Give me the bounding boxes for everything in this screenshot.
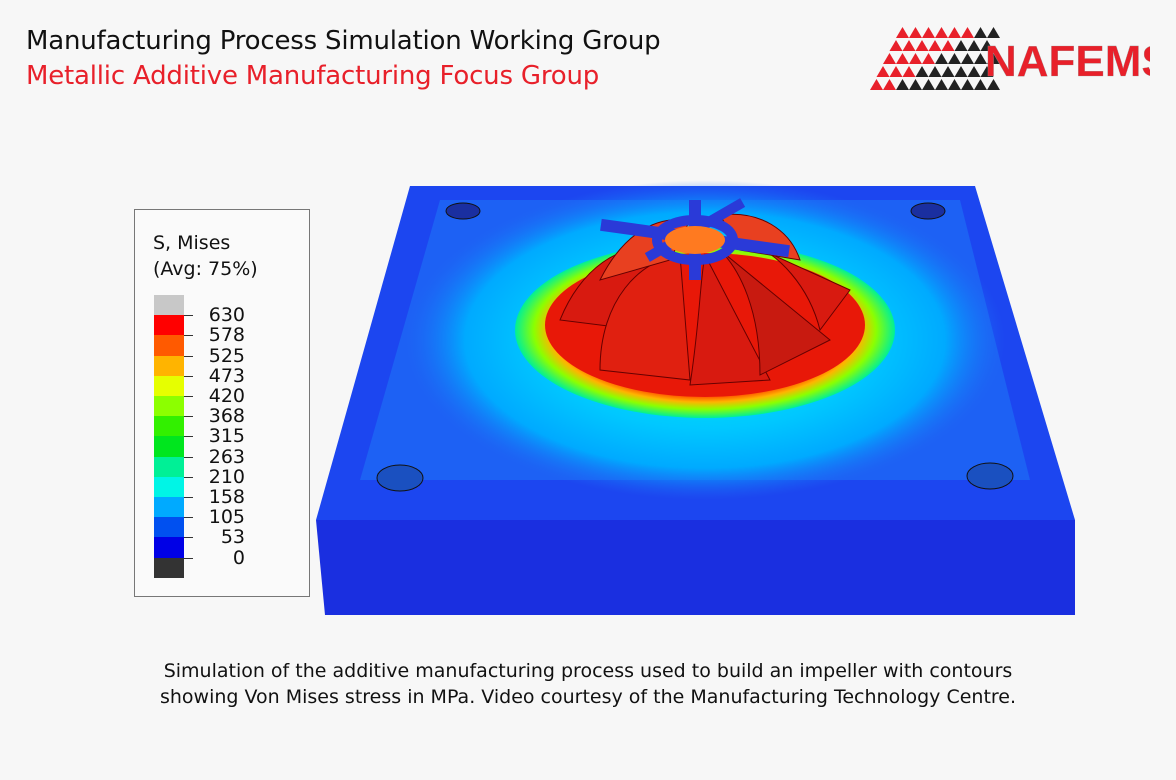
legend-subtitle: (Avg: 75%) xyxy=(153,258,258,280)
legend-tick xyxy=(184,416,193,418)
legend-color-band xyxy=(154,355,184,376)
legend-color-band xyxy=(154,335,184,356)
legend-color-band xyxy=(154,476,184,497)
legend-tick xyxy=(184,355,193,357)
stress-legend: S, Mises (Avg: 75%) 630 578 525 473 420 368 31… xyxy=(134,209,310,597)
legend-tick xyxy=(184,375,193,377)
legend-color-band xyxy=(154,375,184,396)
legend-label: 158 xyxy=(208,486,245,508)
legend-label: 0 xyxy=(232,546,245,569)
hole xyxy=(910,202,946,220)
legend-label: 578 xyxy=(208,324,245,347)
plate-front-face xyxy=(316,520,1075,615)
legend-label: 420 xyxy=(208,385,245,407)
legend-label: 473 xyxy=(208,364,245,387)
hole xyxy=(376,464,424,492)
legend-label: 630 xyxy=(208,304,245,327)
legend-color-band xyxy=(154,396,184,417)
legend-color-band xyxy=(154,497,184,518)
legend-label: 368 xyxy=(208,405,245,428)
legend-color-band xyxy=(154,456,184,477)
legend-color-band xyxy=(154,315,184,336)
legend-tick xyxy=(184,315,193,317)
legend-tick xyxy=(184,497,193,498)
legend-tick xyxy=(184,456,193,458)
legend-color-band xyxy=(154,416,184,437)
hole xyxy=(966,462,1014,490)
legend-color-band xyxy=(154,557,184,578)
legend-tick xyxy=(184,396,193,397)
legend-color-band xyxy=(154,436,184,457)
legend-label: 315 xyxy=(208,425,245,448)
caption-line-1: Simulation of the additive manufacturing… xyxy=(163,660,1013,682)
title: Manufacturing Process Simulation Working… xyxy=(26,26,661,56)
legend-label: 53 xyxy=(220,526,245,549)
legend-tick xyxy=(184,436,193,438)
legend-label: 525 xyxy=(208,344,245,367)
legend-label: 210 xyxy=(208,465,245,488)
legend-tick xyxy=(184,335,193,337)
legend-tick xyxy=(184,557,193,559)
legend-color-band xyxy=(154,295,184,316)
legend-label: 263 xyxy=(208,445,245,468)
subtitle: Metallic Additive Manufacturing Focus Gr… xyxy=(26,61,600,91)
impeller-hub xyxy=(600,198,790,280)
legend-tick xyxy=(184,476,193,478)
legend-title: S, Mises xyxy=(153,232,231,254)
legend-color-band xyxy=(154,517,184,538)
hole xyxy=(445,202,481,220)
legend-tick xyxy=(184,517,193,519)
legend-label: 105 xyxy=(208,506,245,529)
legend-tick xyxy=(184,537,193,539)
legend-color-band xyxy=(154,537,184,558)
caption-line-2: showing Von Mises stress in MPa. Video c… xyxy=(159,686,1017,708)
